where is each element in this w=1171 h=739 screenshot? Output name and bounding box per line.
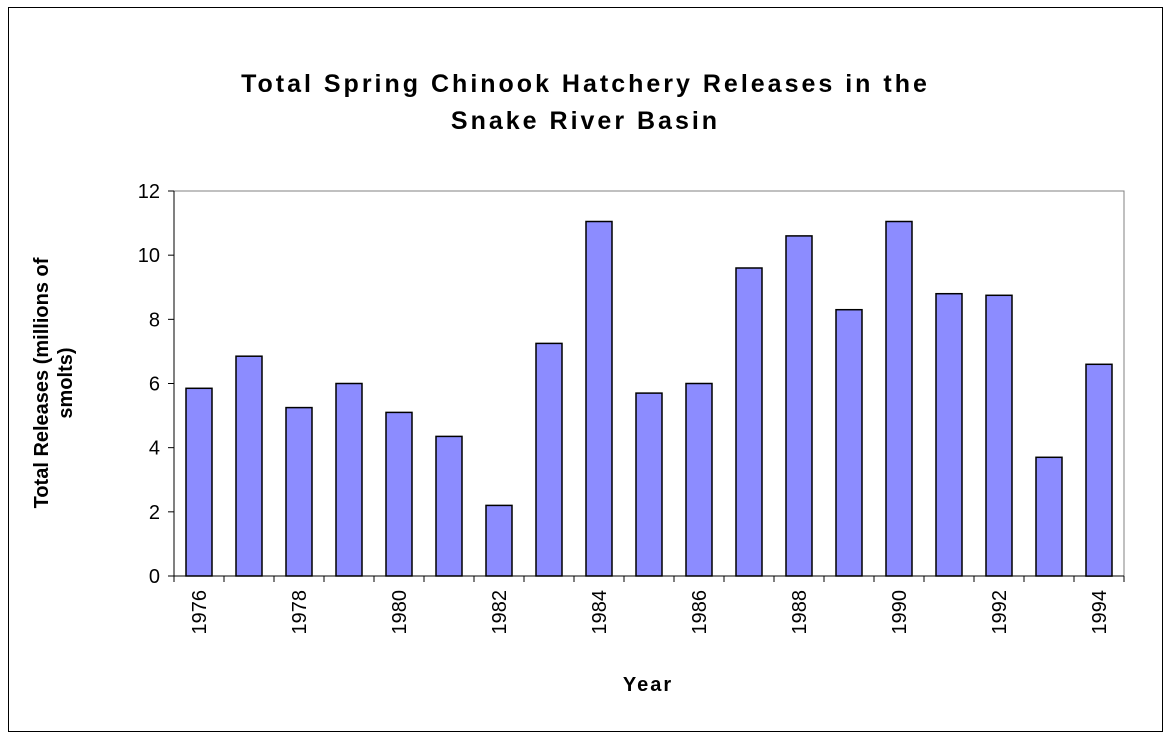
y-tick-label: 0 <box>149 566 160 588</box>
y-axis-title: Total Releases (millions of smolts) <box>31 257 77 508</box>
y-axis-ticks: 0 2 4 6 8 10 12 <box>138 181 174 588</box>
bar-1984 <box>585 220 613 577</box>
bars-group <box>185 220 1113 577</box>
bar-1992 <box>985 294 1013 577</box>
x-axis-title: Year <box>623 674 673 696</box>
y-tick-label: 12 <box>138 181 160 203</box>
chart-title: Total Spring Chinook Hatchery Releases i… <box>0 66 1171 140</box>
y-tick-label: 2 <box>149 502 160 524</box>
bar-1977 <box>235 355 263 577</box>
x-tick-label-1992: 1992 <box>989 590 1011 635</box>
bar-1990 <box>885 220 913 577</box>
bar-1994 <box>1085 363 1113 577</box>
bar-1980 <box>385 411 413 577</box>
x-tick-label-1984: 1984 <box>589 590 611 635</box>
x-tick-label-1990: 1990 <box>889 590 911 635</box>
y-tick-label: 8 <box>149 309 160 331</box>
bar-1985 <box>635 392 663 577</box>
bar-1991 <box>935 292 963 577</box>
bar-1993 <box>1035 456 1063 577</box>
x-tick-label-1980: 1980 <box>389 590 411 635</box>
y-tick-label: 6 <box>149 374 160 396</box>
bar-1986 <box>685 382 713 577</box>
bar-1976 <box>185 387 213 577</box>
x-tick-label-1978: 1978 <box>289 590 311 635</box>
y-tick-label: 10 <box>138 245 160 267</box>
bar-1987 <box>735 267 763 577</box>
x-axis-ticks: 1976 1978 1980 1982 1984 1986 1988 1990 1992 1994 <box>173 576 1125 635</box>
bar-1988 <box>785 235 813 577</box>
y-axis-title-line-2: smolts) <box>55 347 77 418</box>
chart-title-line-1: Total Spring Chinook Hatchery Releases i… <box>241 70 930 98</box>
chart-title-line-2: Snake River Basin <box>450 107 721 135</box>
bar-1981 <box>435 435 463 577</box>
y-axis-title-line-1: Total Releases (millions of <box>31 257 53 508</box>
x-tick-label-1982: 1982 <box>489 590 511 635</box>
bar-1983 <box>535 342 563 577</box>
x-tick-label-1986: 1986 <box>689 590 711 635</box>
bar-1982 <box>485 504 513 577</box>
bar-1989 <box>835 308 863 577</box>
x-tick-label-1976: 1976 <box>189 590 211 635</box>
bar-1978 <box>285 406 313 577</box>
x-tick-label-1988: 1988 <box>789 590 811 635</box>
x-tick-label-1994: 1994 <box>1089 590 1111 635</box>
y-tick-label: 4 <box>149 438 160 460</box>
bar-1979 <box>335 382 363 577</box>
